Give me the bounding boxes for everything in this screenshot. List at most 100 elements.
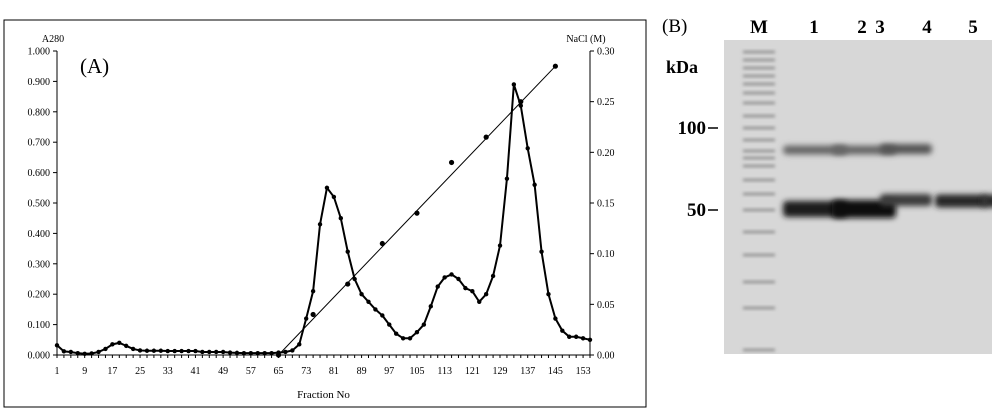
a280-point [587,337,593,342]
ladder-band [743,126,775,130]
nacl-point [483,134,489,140]
y2-tick-label: 0.15 [597,199,615,210]
x-tick-label: 137 [520,366,535,377]
a280-point [89,351,94,356]
a280-point [497,243,503,248]
ladder-band [743,114,775,118]
a280-point [456,276,461,282]
kda-label: kDa [666,57,698,77]
a280-point [255,350,260,356]
x-tick-label: 17 [107,366,117,377]
ladder-band [743,164,775,168]
protein-band [935,194,987,208]
ladder-band [743,58,775,62]
y-axis-label: A280 [42,34,64,45]
a280-point [580,336,586,341]
a280-point [428,304,433,309]
nacl-point [448,159,455,166]
a280-point [373,307,378,312]
a280-point [103,346,108,352]
a280-point [151,348,157,353]
x-axis-label: Fraction No [297,389,350,401]
a280-point [338,216,344,221]
a280-point [324,185,330,190]
a280-point [82,351,87,356]
a280-point [303,316,309,321]
y-tick-label: 0.000 [28,351,51,362]
a280-point [248,350,254,356]
x-tick-label: 153 [576,366,591,377]
a280-point [414,330,420,335]
a280-point [283,349,288,355]
lane-label-m: M [750,17,768,38]
a280-point [75,350,80,356]
a280-point [463,285,468,291]
marker-label-100: 100 [678,118,707,139]
nacl-point [310,311,316,318]
y-tick-label: 0.400 [28,229,51,240]
a280-point [165,348,170,354]
a280-point [227,350,233,355]
a280-point [359,292,364,297]
a280-point [560,328,565,333]
a280-point [553,316,558,321]
lane-label-1: 1 [809,17,819,38]
ladder-band [743,138,775,142]
y-tick-label: 0.300 [28,259,51,270]
x-tick-label: 9 [82,366,87,377]
a280-point [61,349,67,354]
a280-point [504,176,510,181]
a280-point [262,350,267,356]
a280-point [421,322,427,327]
ladder-band [743,149,775,153]
y2-tick-label: 0.25 [597,97,615,108]
ladder-band [743,91,775,95]
x-tick-label: 25 [135,366,145,377]
a280-point [193,348,198,354]
a280-point [387,322,392,327]
x-tick-label: 49 [218,366,228,377]
ladder-band [743,192,775,196]
a280-point [477,299,482,304]
chromatogram-chart: 0.000 0.100 0.200 0.300 0.400 0.500 0.600 0.700… [3,19,647,408]
x-tick-label: 1 [55,366,60,377]
x-tick-label: 121 [465,366,480,377]
protein-band [783,201,847,217]
y2-tick-label: 0.10 [597,249,615,260]
a280-point [407,336,413,341]
ladder-band [743,208,775,212]
protein-band [982,194,992,208]
x-tick-label: 113 [437,366,452,377]
a280-point [573,334,579,339]
a280-point [117,340,122,346]
a280-point [331,194,337,200]
lane-label-2: 2 [857,17,867,38]
a280-point [200,349,205,355]
ladder-band [743,74,775,78]
protein-band [832,200,896,218]
a280-point [380,313,385,318]
a280-point [214,349,219,355]
x-tick-label: 65 [274,366,284,377]
x-tick-label: 33 [163,366,173,377]
a280-point [297,342,302,347]
ladder-band [743,306,775,310]
a280-point [442,275,447,280]
a280-point [137,348,143,353]
protein-band [783,145,847,155]
a280-point [532,182,537,187]
ladder-band [743,156,775,160]
a280-point [310,288,316,294]
a280-point [393,331,399,336]
nacl-point [345,281,351,287]
a280-point [511,82,517,87]
y2-tick-label: 0.05 [597,300,615,311]
a280-point [144,348,150,353]
a280-point [483,292,489,297]
y-tick-label: 0.800 [28,107,51,118]
a280-point [172,348,177,354]
a280-point [317,222,323,227]
nacl-point [518,99,524,105]
a280-point [518,103,523,108]
marker-label-50: 50 [687,200,706,221]
